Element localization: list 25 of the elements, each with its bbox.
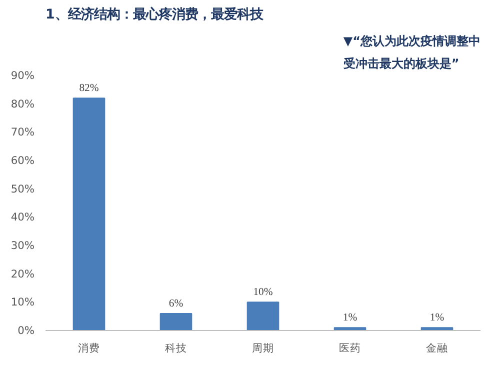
data-label: 82% bbox=[79, 83, 99, 94]
chart-subtitle: ▼“您认为此次疫情调整中受冲击最大的板块是” bbox=[342, 34, 481, 70]
y-tick-label: 60% bbox=[10, 154, 34, 167]
y-tick-label: 30% bbox=[10, 239, 34, 252]
y-tick-label: 80% bbox=[10, 97, 34, 110]
y-tick-label: 70% bbox=[10, 126, 34, 139]
data-label: 10% bbox=[253, 287, 273, 298]
x-tick-label: 金融 bbox=[426, 342, 448, 354]
y-tick-label: 40% bbox=[10, 210, 34, 224]
y-tick-label: 50% bbox=[10, 182, 34, 196]
data-label: 6% bbox=[168, 298, 184, 310]
data-label: 1% bbox=[342, 312, 358, 324]
y-tick-label: 90% bbox=[10, 69, 34, 82]
chart-title: 1、经济结构：最心疼消费，最爱科技 bbox=[46, 6, 264, 22]
y-tick-label: 0% bbox=[18, 324, 34, 337]
x-tick-label: 科技 bbox=[165, 342, 187, 354]
data-label: 1% bbox=[430, 312, 444, 324]
y-tick-label: 20% bbox=[10, 267, 34, 280]
x-tick-label: 医药 bbox=[339, 342, 361, 354]
bar bbox=[72, 98, 106, 330]
bar bbox=[160, 313, 192, 330]
y-tick-label: 10% bbox=[10, 296, 34, 309]
bar bbox=[246, 302, 280, 330]
x-tick-label: 消费 bbox=[78, 342, 100, 354]
x-tick-label: 周期 bbox=[252, 342, 274, 354]
